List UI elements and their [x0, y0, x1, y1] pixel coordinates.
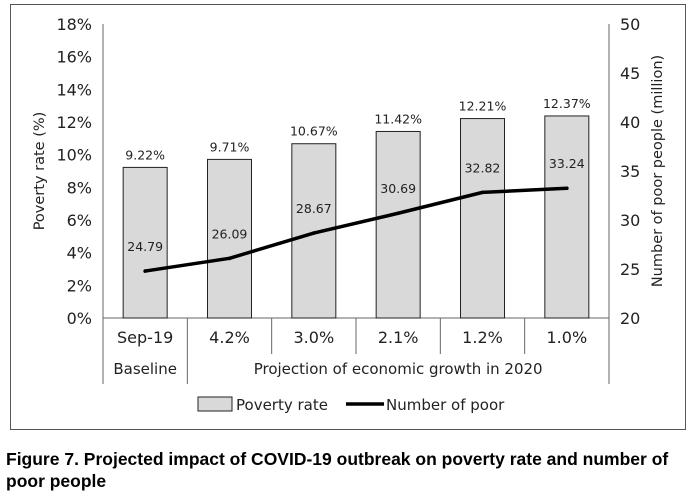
- legend-swatch-poverty-rate: [197, 396, 233, 412]
- bar-data-label: 10.67%: [290, 124, 338, 139]
- line-point: [480, 190, 485, 195]
- line-series-number-of-poor: [143, 186, 569, 273]
- y-tick-label: 10%: [56, 146, 92, 165]
- line-data-label: 28.67: [296, 201, 332, 216]
- y-tick-label: 6%: [67, 211, 92, 230]
- line-data-label: 33.24: [549, 156, 585, 171]
- line-data-label: 32.82: [465, 160, 501, 175]
- y2-tick-label: 45: [620, 64, 640, 83]
- group-label-baseline: Baseline: [113, 360, 177, 378]
- y-tick-label: 16%: [56, 48, 92, 67]
- line-point: [312, 231, 316, 235]
- bar-data-label: 12.21%: [459, 99, 507, 114]
- y-tick-label: 2%: [67, 276, 92, 295]
- bar-data-label: 9.71%: [210, 139, 250, 154]
- y2-tick-label: 50: [620, 15, 640, 34]
- x-tick-label: 1.0%: [547, 328, 588, 347]
- y-axis-title: Poverty rate (%): [32, 112, 48, 231]
- bar: [544, 115, 590, 319]
- bar-data-label: 11.42%: [374, 111, 422, 126]
- y-tick-label: 14%: [56, 80, 92, 99]
- y2-tick-label: 35: [620, 162, 640, 181]
- legend-label-poverty-rate: Poverty rate: [236, 396, 328, 414]
- y2-tick-label: 40: [620, 113, 640, 132]
- x-tick-label: 3.0%: [294, 328, 335, 347]
- bar: [375, 130, 421, 319]
- line-point: [143, 269, 147, 273]
- line-point: [396, 211, 400, 216]
- y-tick-label: 18%: [56, 15, 92, 34]
- bar-data-label: 9.22%: [125, 147, 165, 162]
- line-point: [565, 186, 569, 191]
- bar: [460, 118, 505, 319]
- x-tick-label: 4.2%: [209, 328, 250, 347]
- y2-tick-label: 30: [620, 211, 640, 230]
- group-label-projection: Projection of economic growth in 2020: [254, 360, 543, 378]
- bar-data-label: 12.37%: [543, 96, 591, 111]
- y-tick-label: 8%: [67, 178, 92, 197]
- figure-caption: Figure 7. Projected impact of COVID-19 o…: [6, 449, 669, 491]
- legend-label-number-of-poor: Number of poor: [386, 396, 505, 414]
- y-tick-label: 12%: [56, 113, 92, 132]
- bar: [207, 158, 252, 319]
- x-tick-label: 1.2%: [462, 328, 503, 347]
- y2-tick-label: 25: [620, 260, 640, 279]
- line-data-label: 26.09: [212, 226, 248, 241]
- chart-frame: [10, 4, 686, 430]
- y-tick-label: 0%: [67, 309, 92, 328]
- y2-tick-label: 20: [620, 309, 640, 328]
- line-data-label: 30.69: [380, 181, 416, 196]
- line-data-label: 24.79: [127, 239, 163, 254]
- line-point: [227, 256, 232, 261]
- x-tick-label: Sep-19: [117, 328, 173, 347]
- y-tick-label: 4%: [67, 244, 92, 263]
- bar: [122, 166, 168, 319]
- combo-chart: 0% 2% 4% 6% 8% 10% 12% 14% 16% 18% 20 25 30 35 40 45 50 P…: [32, 15, 666, 414]
- y2-axis-title: Number of poor people (million): [650, 55, 666, 287]
- x-tick-label: 2.1%: [378, 328, 419, 347]
